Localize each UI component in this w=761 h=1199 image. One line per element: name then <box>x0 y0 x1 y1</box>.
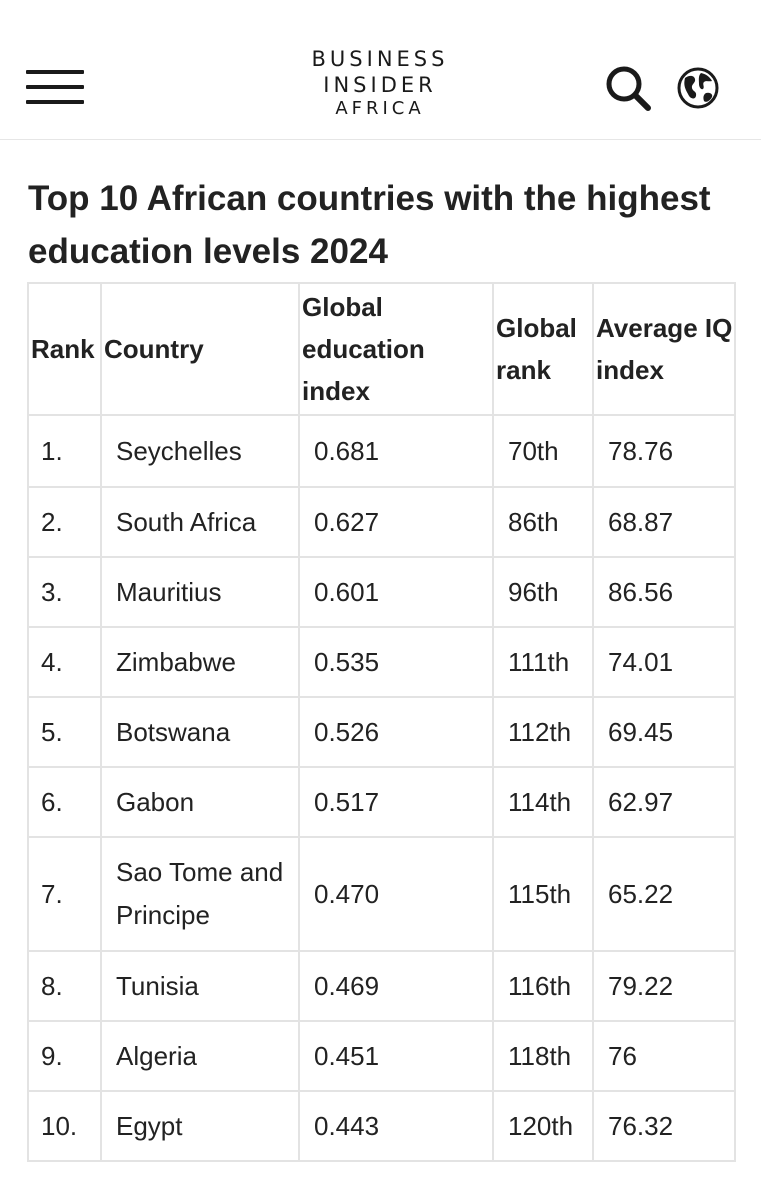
site-header: BUSINESS INSIDER AFRICA <box>0 0 761 140</box>
table-row: 10. Egypt 0.443 120th 76.32 <box>27 1090 736 1162</box>
education-index-cell: 0.470 <box>298 836 494 952</box>
table-row: 3. Mauritius 0.601 96th 86.56 <box>27 556 736 628</box>
rank-cell: 7. <box>27 836 102 952</box>
globe-icon[interactable] <box>676 66 720 110</box>
search-icon[interactable] <box>603 64 655 112</box>
global-rank-cell: 111th <box>492 626 594 698</box>
logo-line-insider: INSIDER <box>323 73 437 97</box>
column-header-iq-index: Average IQ index <box>592 282 736 416</box>
country-cell: Mauritius <box>100 556 300 628</box>
rank-cell: 10. <box>27 1090 102 1162</box>
column-header-education-index: Global education index <box>298 282 494 416</box>
education-index-cell: 0.469 <box>298 950 494 1022</box>
education-index-cell: 0.535 <box>298 626 494 698</box>
global-rank-cell: 114th <box>492 766 594 838</box>
iq-index-cell: 65.22 <box>592 836 736 952</box>
rank-cell: 8. <box>27 950 102 1022</box>
country-cell: Zimbabwe <box>100 626 300 698</box>
global-rank-cell: 118th <box>492 1020 594 1092</box>
logo-line-business: BUSINESS <box>311 47 449 71</box>
table-row: 8. Tunisia 0.469 116th 79.22 <box>27 950 736 1022</box>
table-row: 4. Zimbabwe 0.535 111th 74.01 <box>27 626 736 698</box>
column-header-country: Country <box>100 282 300 416</box>
global-rank-cell: 86th <box>492 486 594 558</box>
iq-index-cell: 69.45 <box>592 696 736 768</box>
education-table: Rank Country Global education index Glob… <box>27 282 736 1162</box>
iq-index-cell: 68.87 <box>592 486 736 558</box>
country-cell: Gabon <box>100 766 300 838</box>
education-index-cell: 0.627 <box>298 486 494 558</box>
site-logo[interactable]: BUSINESS INSIDER AFRICA <box>230 46 530 120</box>
table-row: 1. Seychelles 0.681 70th 78.76 <box>27 414 736 488</box>
iq-index-cell: 79.22 <box>592 950 736 1022</box>
education-index-cell: 0.526 <box>298 696 494 768</box>
iq-index-cell: 74.01 <box>592 626 736 698</box>
rank-cell: 6. <box>27 766 102 838</box>
table-row: 6. Gabon 0.517 114th 62.97 <box>27 766 736 838</box>
hamburger-menu-icon[interactable] <box>26 68 86 108</box>
table-row: 2. South Africa 0.627 86th 68.87 <box>27 486 736 558</box>
country-cell: Botswana <box>100 696 300 768</box>
education-index-cell: 0.451 <box>298 1020 494 1092</box>
iq-index-cell: 86.56 <box>592 556 736 628</box>
table-row: 5. Botswana 0.526 112th 69.45 <box>27 696 736 768</box>
global-rank-cell: 116th <box>492 950 594 1022</box>
country-cell: Seychelles <box>100 414 300 488</box>
education-index-cell: 0.681 <box>298 414 494 488</box>
rank-cell: 1. <box>27 414 102 488</box>
country-cell: Sao Tome and Principe <box>100 836 300 952</box>
global-rank-cell: 96th <box>492 556 594 628</box>
country-cell: Egypt <box>100 1090 300 1162</box>
article-title: Top 10 African countries with the highes… <box>28 179 711 271</box>
education-index-cell: 0.517 <box>298 766 494 838</box>
global-rank-cell: 70th <box>492 414 594 488</box>
logo-line-africa: AFRICA <box>335 98 425 119</box>
global-rank-cell: 115th <box>492 836 594 952</box>
iq-index-cell: 78.76 <box>592 414 736 488</box>
table-row: 7. Sao Tome and Principe 0.470 115th 65.… <box>27 836 736 952</box>
table-header-row: Rank Country Global education index Glob… <box>27 282 736 416</box>
column-header-rank: Rank <box>27 282 102 416</box>
rank-cell: 9. <box>27 1020 102 1092</box>
education-index-cell: 0.601 <box>298 556 494 628</box>
iq-index-cell: 76 <box>592 1020 736 1092</box>
country-cell: Tunisia <box>100 950 300 1022</box>
column-header-global-rank: Global rank <box>492 282 594 416</box>
rank-cell: 3. <box>27 556 102 628</box>
iq-index-cell: 76.32 <box>592 1090 736 1162</box>
global-rank-cell: 112th <box>492 696 594 768</box>
rank-cell: 2. <box>27 486 102 558</box>
rank-cell: 5. <box>27 696 102 768</box>
global-rank-cell: 120th <box>492 1090 594 1162</box>
country-cell: Algeria <box>100 1020 300 1092</box>
education-index-cell: 0.443 <box>298 1090 494 1162</box>
table-row: 9. Algeria 0.451 118th 76 <box>27 1020 736 1092</box>
country-cell: South Africa <box>100 486 300 558</box>
iq-index-cell: 62.97 <box>592 766 736 838</box>
rank-cell: 4. <box>27 626 102 698</box>
